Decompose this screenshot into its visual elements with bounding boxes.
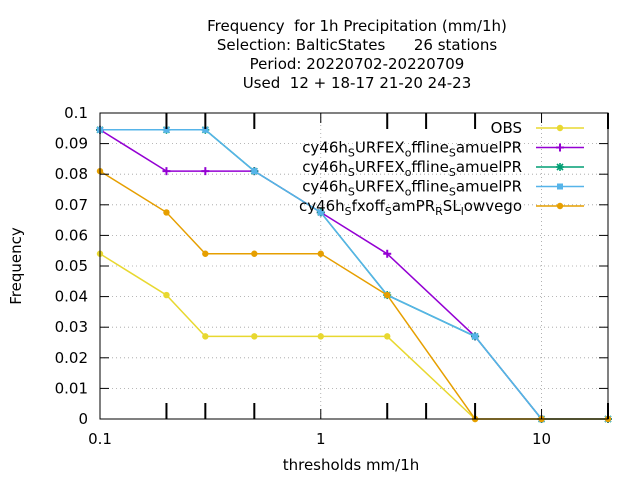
y-tick-label: 0.03 xyxy=(55,318,88,336)
x-axis-label: thresholds mm/1h xyxy=(283,456,420,474)
data-point xyxy=(556,143,564,152)
data-point xyxy=(163,209,170,216)
plot-frame xyxy=(99,112,609,420)
subtitle-period: Period: 20220702-20220709 xyxy=(249,55,465,73)
data-point xyxy=(251,168,258,175)
data-point xyxy=(317,333,324,340)
data-point xyxy=(202,250,209,257)
data-point xyxy=(384,333,391,340)
x-tick-label: 10 xyxy=(532,430,551,448)
data-point xyxy=(317,250,324,257)
y-tick-label: 0.02 xyxy=(55,349,88,367)
data-point xyxy=(384,291,391,299)
data-point xyxy=(162,167,171,176)
data-point xyxy=(201,167,210,176)
legend-entry: cy46hSURFEXofflineSamuelPR xyxy=(302,158,584,179)
y-tick-label: 0.04 xyxy=(55,288,88,306)
y-tick-label: 0.09 xyxy=(55,135,88,153)
legend-entry: OBS xyxy=(491,119,584,137)
y-tick-label: 0.08 xyxy=(55,165,88,183)
series-0 xyxy=(96,250,612,423)
legend: OBScy46hSURFEXofflineSamuelPRcy46hSURFEX… xyxy=(299,119,584,218)
legend-label: cy46hSfxoffSamPRRSLlowvego xyxy=(299,197,522,218)
data-point xyxy=(163,126,170,133)
x-tick-label: 1 xyxy=(316,430,326,448)
y-tick-label: 0.07 xyxy=(55,196,88,214)
y-tick-label: 0 xyxy=(78,410,88,428)
data-point xyxy=(202,333,209,340)
data-point xyxy=(472,333,479,340)
legend-label: cy46hSURFEXofflineSamuelPR xyxy=(302,178,522,199)
x-tick-label: 0.1 xyxy=(88,430,112,448)
legend-label: cy46hSURFEXofflineSamuelPR xyxy=(302,139,522,160)
data-point xyxy=(556,124,564,132)
subtitle-used: Used 12 + 18-17 21-20 24-23 xyxy=(242,74,472,92)
data-point xyxy=(383,249,392,258)
data-point xyxy=(251,250,258,257)
y-tick-label: 0.1 xyxy=(64,104,88,122)
data-point xyxy=(556,202,564,210)
data-point xyxy=(251,333,258,340)
legend-label: OBS xyxy=(491,119,522,137)
y-tick-label: 0.05 xyxy=(55,257,88,275)
subtitle-selection: Selection: BalticStates 26 stations xyxy=(216,36,498,54)
legend-entry: cy46hSfxoffSamPRRSLlowvego xyxy=(299,197,584,218)
legend-entry: cy46hSURFEXofflineSamuelPR xyxy=(302,178,584,199)
title-line: Frequency for 1h Precipitation (mm/1h) xyxy=(207,17,507,35)
chart-title: Frequency for 1h Precipitation (mm/1h) S… xyxy=(100,17,614,93)
legend-label: cy46hSURFEXofflineSamuelPR xyxy=(302,158,522,179)
data-point xyxy=(202,126,209,133)
y-axis-label: Frequency xyxy=(7,227,25,305)
data-point xyxy=(163,291,170,299)
data-point xyxy=(557,183,563,190)
axes: 0 0.01 0.02 0.03 0.04 0.05 0.06 0.07 0.08 0.09 0.1… xyxy=(55,104,609,448)
y-tick-label: 0.06 xyxy=(55,226,88,244)
data-point xyxy=(556,163,564,171)
grid xyxy=(100,113,608,419)
legend-entry: cy46hSURFEXofflineSamuelPR xyxy=(302,139,584,160)
series-line xyxy=(99,253,608,420)
y-tick-label: 0.01 xyxy=(55,379,88,397)
data-point xyxy=(317,209,324,216)
